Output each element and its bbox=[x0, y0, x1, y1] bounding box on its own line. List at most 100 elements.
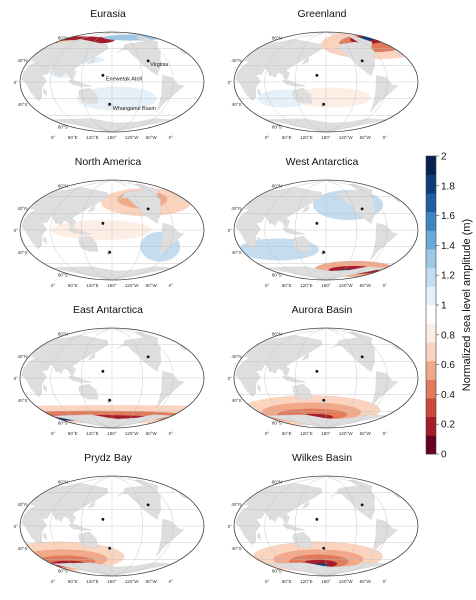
lat-tick-label: 0° bbox=[14, 376, 19, 381]
land-namerica bbox=[330, 189, 375, 224]
lon-tick-label: 60°W bbox=[146, 135, 158, 140]
map-panel-eurasia: Eurasia Enewetak Atoll Virginia Whanganui … bbox=[8, 8, 208, 150]
panel-title: Wilkes Basin bbox=[291, 452, 353, 464]
lon-tick-label: 60°W bbox=[360, 579, 372, 584]
land-uk bbox=[393, 345, 401, 351]
lon-tick-label: 60°W bbox=[360, 135, 372, 140]
land-australia bbox=[292, 383, 313, 400]
lat-tick-label: 40°S bbox=[18, 250, 28, 255]
map-outline bbox=[233, 475, 419, 577]
land-madagascar bbox=[257, 88, 261, 97]
lat-tick-label: 80°N bbox=[58, 332, 68, 337]
lon-tick-label: 180° bbox=[107, 135, 117, 140]
land-india bbox=[270, 512, 281, 522]
land-uk bbox=[179, 197, 187, 203]
meridian bbox=[295, 32, 327, 132]
land-australia bbox=[78, 383, 99, 400]
panel-title: Greenland bbox=[297, 8, 347, 20]
colorbar-tick-label: 0.2 bbox=[441, 420, 455, 431]
lat-tick-label: 40°N bbox=[231, 58, 241, 63]
land-arabia bbox=[255, 361, 266, 372]
colorbar-tick-label: 1 bbox=[441, 301, 447, 312]
lat-tick-label: 80°N bbox=[272, 36, 282, 41]
lat-tick-label: 40°N bbox=[17, 354, 27, 359]
land-samerica bbox=[156, 519, 185, 557]
map-outline bbox=[233, 179, 419, 281]
colorbar-swatch bbox=[426, 435, 436, 455]
lon-tick-label: 0° bbox=[265, 135, 270, 140]
lat-tick-label: 0° bbox=[228, 80, 233, 85]
site-marker bbox=[101, 517, 105, 521]
map-outline bbox=[19, 475, 205, 577]
land-arabia bbox=[41, 509, 52, 520]
colorbar-tick-label: 0.6 bbox=[441, 360, 455, 371]
colorbar-swatch bbox=[426, 193, 436, 213]
lat-tick-label: 40°N bbox=[17, 502, 27, 507]
lat-tick-label: 40°S bbox=[232, 102, 242, 107]
land-australia bbox=[292, 531, 313, 548]
land-namerica bbox=[116, 485, 161, 520]
lon-tick-label: 0° bbox=[169, 579, 174, 584]
lat-tick-label: 80°S bbox=[272, 272, 282, 277]
land-madagascar bbox=[43, 236, 47, 245]
lon-tick-label: 180° bbox=[321, 283, 331, 288]
colorbar-swatch bbox=[426, 416, 436, 436]
colorbar-swatch bbox=[426, 379, 436, 399]
land-arabia bbox=[255, 65, 266, 76]
site-label: Whanganui Basin bbox=[113, 106, 156, 112]
lon-tick-label: 120°E bbox=[300, 135, 313, 140]
lat-tick-label: 80°S bbox=[272, 124, 282, 129]
land-uk bbox=[179, 345, 187, 351]
land-samerica bbox=[156, 223, 185, 261]
meridian bbox=[81, 32, 113, 132]
lat-tick-label: 80°S bbox=[58, 420, 68, 425]
land-madagascar bbox=[43, 88, 47, 97]
meridian bbox=[295, 328, 327, 428]
colorbar-tick-label: 0 bbox=[441, 450, 447, 461]
lon-tick-label: 0° bbox=[169, 283, 174, 288]
meridian bbox=[81, 328, 113, 428]
land-japan bbox=[301, 353, 310, 361]
site-marker bbox=[108, 102, 112, 106]
lon-tick-label: 60°E bbox=[282, 135, 292, 140]
lat-tick-label: 80°N bbox=[58, 480, 68, 485]
lon-tick-label: 120°E bbox=[300, 579, 313, 584]
colorbar-swatch bbox=[426, 342, 436, 362]
site-marker bbox=[108, 250, 112, 254]
panel-title: Prydz Bay bbox=[84, 452, 132, 464]
site-marker bbox=[101, 369, 105, 373]
land-japan bbox=[87, 205, 96, 213]
land-madagascar bbox=[43, 384, 47, 393]
meridian bbox=[325, 328, 357, 428]
site-marker bbox=[322, 398, 326, 402]
map-outline bbox=[19, 327, 205, 429]
meridian bbox=[325, 32, 357, 132]
land-uk bbox=[393, 197, 401, 203]
colorbar: 0 0.2 0.4 0.6 0.8 1 1.2 1.4 1.6 1.8 2 Normalized se… bbox=[425, 152, 473, 461]
lon-tick-label: 180° bbox=[107, 283, 117, 288]
lon-tick-label: 60°W bbox=[146, 579, 158, 584]
colorbar-label: Normalized sea level amplitude (m) bbox=[461, 219, 473, 391]
lon-tick-label: 120°E bbox=[86, 579, 99, 584]
site-marker bbox=[108, 546, 112, 550]
lon-tick-label: 180° bbox=[321, 431, 331, 436]
site-marker bbox=[146, 503, 150, 507]
land-japan bbox=[301, 501, 310, 509]
world-map: 80°N 40°N 0° 40°S 80°S 0° 60°E 120°E 180° 120°W 60… bbox=[14, 327, 205, 436]
land-japan bbox=[301, 57, 310, 65]
colorbar-swatch bbox=[426, 286, 436, 306]
lon-tick-label: 60°E bbox=[282, 431, 292, 436]
site-marker bbox=[101, 73, 105, 77]
sea-level-field bbox=[20, 180, 204, 280]
land-australia bbox=[78, 87, 99, 104]
land-arabia bbox=[255, 509, 266, 520]
lon-tick-label: 120°E bbox=[300, 283, 313, 288]
lat-tick-label: 0° bbox=[228, 228, 233, 233]
map-outline bbox=[19, 179, 205, 281]
land-arabia bbox=[255, 213, 266, 224]
site-marker bbox=[146, 59, 150, 63]
meridian bbox=[264, 32, 327, 132]
meridian bbox=[264, 476, 327, 576]
lon-tick-label: 60°E bbox=[282, 579, 292, 584]
map-panel-wilkes-basin: Wilkes Basin 80°N 40°N 0° 40°S 80°S 0° 60°E 120… bbox=[222, 452, 422, 594]
